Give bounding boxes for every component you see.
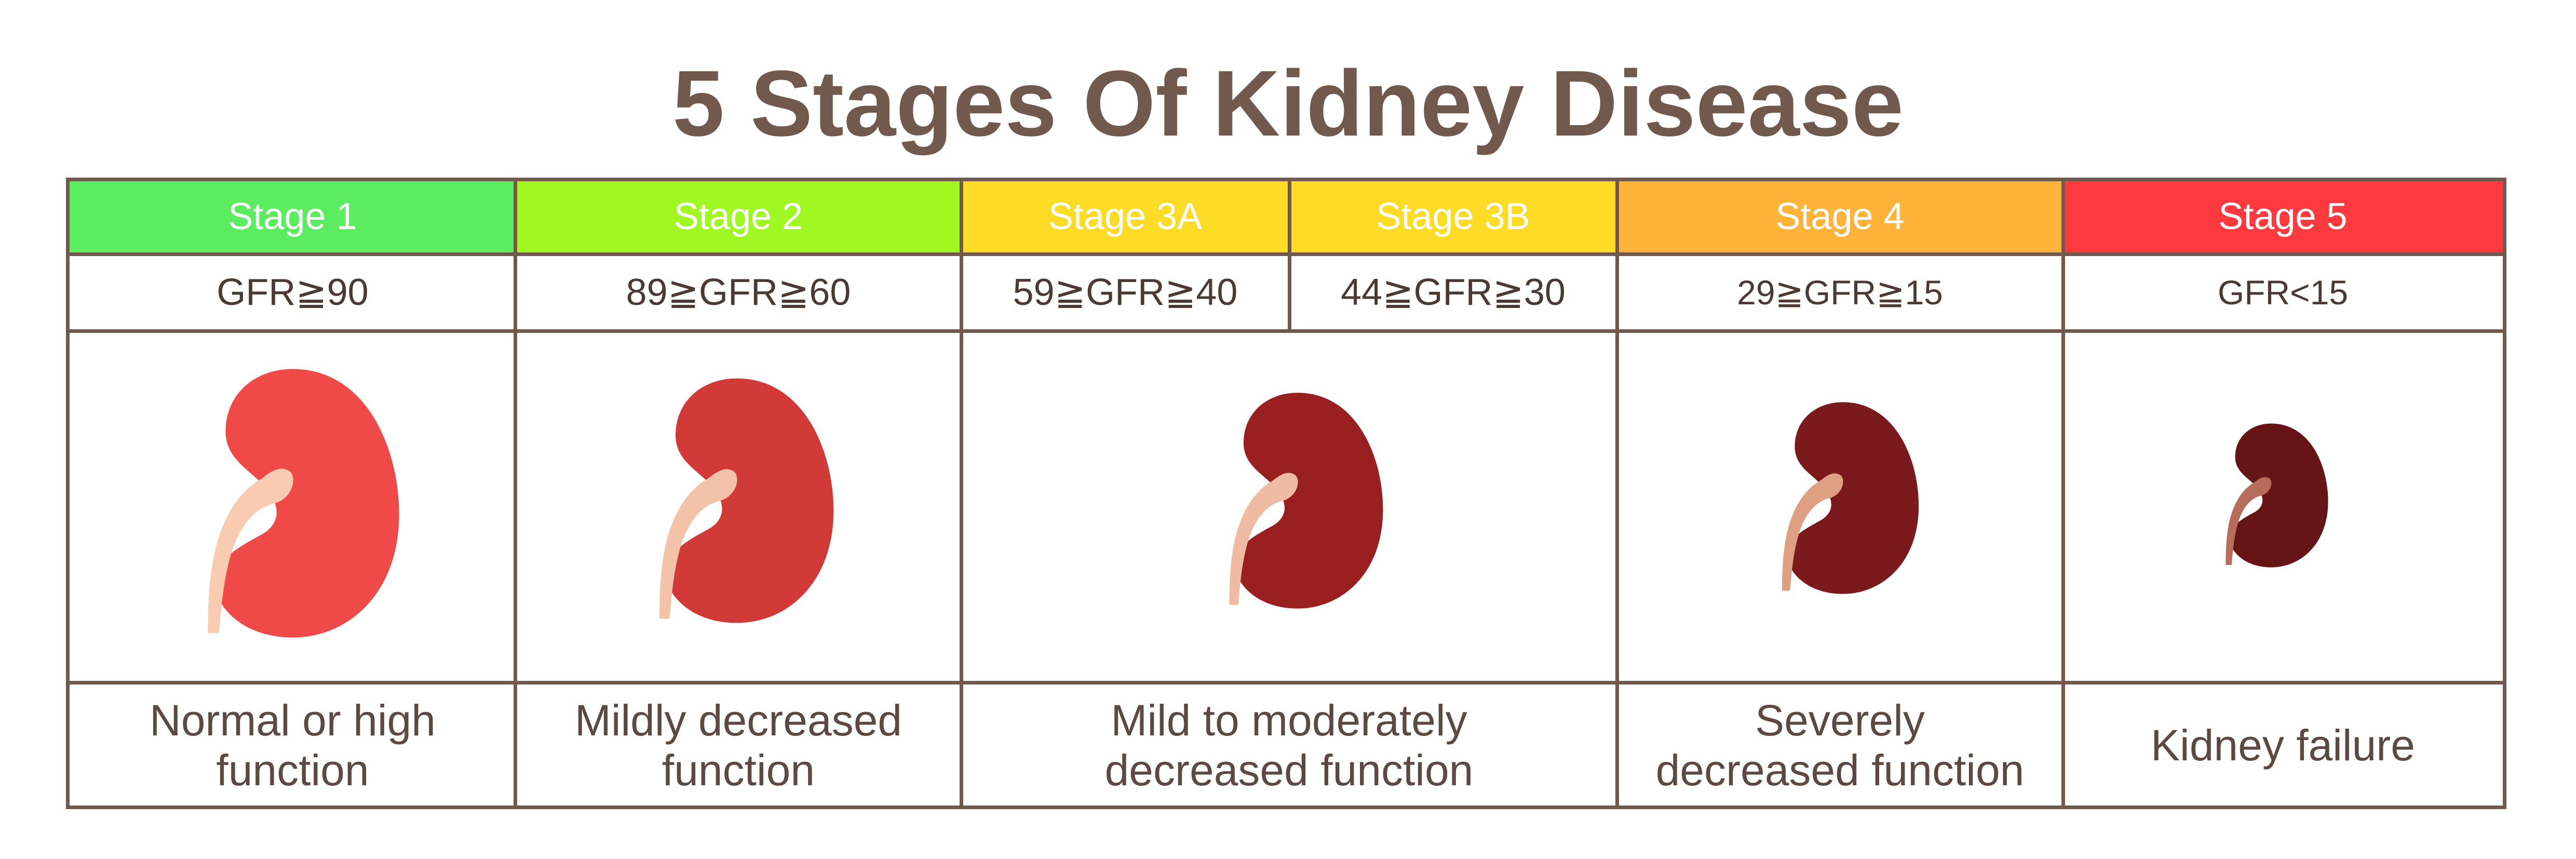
- stage-3-description-line-2: decreased function: [1104, 745, 1474, 795]
- stage-2-description-line-2: function: [662, 745, 815, 795]
- stage-4-description: Severely decreased function: [1617, 684, 2063, 806]
- stage-2-description: Mildly decreased function: [516, 684, 961, 806]
- stage-3-description: Mild to moderately decreased function: [961, 684, 1617, 806]
- column-divider-2: [960, 181, 963, 806]
- gfr-divider: [70, 329, 2503, 333]
- column-divider-1: [514, 181, 517, 806]
- stage-5-header: Stage 5: [2063, 181, 2503, 252]
- stage-3a-label: Stage 3A: [1048, 196, 1203, 237]
- stage-3a-header: Stage 3A: [961, 181, 1289, 252]
- stages-table: Stage 1 Stage 2 Stage 3A Stage 3B Stage …: [66, 178, 2506, 809]
- stage-1-header: Stage 1: [70, 181, 516, 252]
- image-divider: [70, 681, 2503, 684]
- stage-3-description-line-1: Mild to moderately: [1111, 695, 1467, 745]
- kidney-stage-3-icon: [1229, 393, 1383, 609]
- header-divider: [70, 252, 2503, 256]
- stage-3b-gfr: 44≧GFR≧30: [1341, 272, 1566, 313]
- stage-5-description: Kidney failure: [2063, 684, 2503, 806]
- page-title: 5 Stages Of Kidney Disease: [672, 51, 1904, 156]
- stage-2-header: Stage 2: [516, 181, 961, 252]
- stage-1-description: Normal or high function: [70, 684, 516, 806]
- column-divider-4: [2061, 181, 2065, 806]
- stage-5-gfr: GFR<15: [2217, 273, 2349, 312]
- stage-1-description-line-2: function: [216, 745, 369, 795]
- stage-1-gfr: GFR≧90: [217, 272, 369, 313]
- kidney-stage-1-icon: [208, 369, 399, 638]
- stage-2-gfr: 89≧GFR≧60: [626, 272, 851, 313]
- stage-1-label: Stage 1: [228, 196, 357, 237]
- stage-3a-gfr: 59≧GFR≧40: [1013, 272, 1238, 313]
- stage-4-description-line-1: Severely: [1755, 695, 1925, 745]
- stage-1-description-line-1: Normal or high: [150, 695, 436, 745]
- stage-2-description-line-1: Mildly decreased: [574, 695, 902, 745]
- column-divider-3a: [1288, 181, 1291, 329]
- stage-4-description-line-2: decreased function: [1655, 745, 2025, 795]
- stage-5-label: Stage 5: [2218, 196, 2348, 237]
- kidney-stage-4-icon: [1782, 402, 1919, 594]
- stage-3b-header: Stage 3B: [1289, 181, 1617, 252]
- kidney-stage-5-icon: [2226, 423, 2328, 568]
- stage-5-description-line-1: Kidney failure: [2151, 720, 2415, 770]
- stage-4-label: Stage 4: [1775, 196, 1905, 237]
- stage-2-label: Stage 2: [673, 196, 803, 237]
- column-divider-3: [1615, 181, 1619, 806]
- stage-4-header: Stage 4: [1617, 181, 2063, 252]
- stage-3b-label: Stage 3B: [1376, 196, 1530, 237]
- kidney-stage-2-icon: [659, 378, 834, 623]
- stage-4-gfr: 29≧GFR≧15: [1737, 273, 1943, 312]
